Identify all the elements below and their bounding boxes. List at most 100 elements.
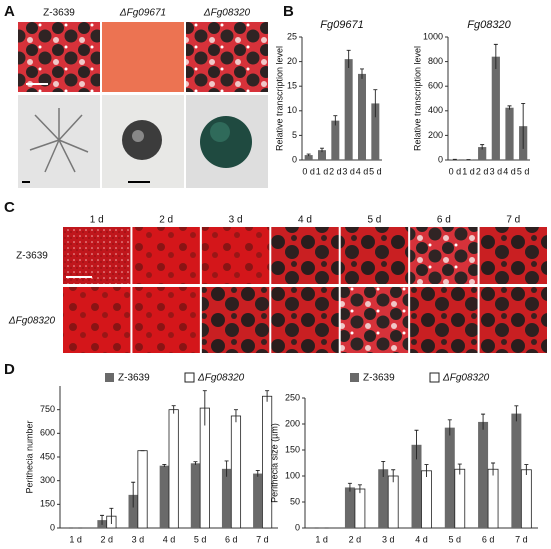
bar — [159, 465, 169, 528]
photo — [132, 227, 200, 284]
x-tick-label: 5 d — [194, 534, 207, 544]
day-label: 5 d — [367, 215, 381, 226]
legend-label: Z-3639 — [118, 373, 150, 384]
photo — [410, 287, 478, 353]
bar — [331, 120, 340, 160]
y-tick-label: 400 — [428, 105, 443, 115]
day-label: 6 d — [437, 215, 451, 226]
legend-label: ΔFg08320 — [197, 373, 245, 384]
day-label: 4 d — [298, 215, 312, 226]
x-tick-label: 2 d — [349, 534, 362, 544]
error-bar — [347, 482, 352, 492]
error-bar — [373, 89, 378, 118]
error-bar — [193, 461, 198, 465]
x-tick-label: 3 d — [342, 166, 355, 176]
bar — [221, 468, 232, 528]
error-bar — [414, 429, 419, 460]
x-tick-label: 1 d — [462, 166, 475, 176]
y-tick-label: 0 — [438, 154, 443, 164]
error-bar — [265, 390, 270, 402]
photo — [271, 227, 339, 284]
chart-title: Fg09671 — [320, 19, 363, 31]
chart-title: Fg08320 — [467, 19, 511, 31]
bar — [478, 147, 487, 160]
legend-swatch — [184, 372, 195, 383]
photo — [410, 227, 478, 284]
y-axis-label: Perithecia size (µm) — [269, 423, 279, 503]
x-tick-label: 7 d — [256, 534, 269, 544]
bar — [487, 468, 499, 529]
y-tick-label: 50 — [290, 496, 300, 506]
error-bar — [514, 405, 519, 422]
error-bar — [507, 105, 512, 110]
strain-label: ΔFg08320 — [203, 8, 251, 19]
photo — [340, 227, 409, 284]
error-bar — [171, 405, 176, 414]
y-tick-label: 450 — [40, 451, 55, 461]
bar — [318, 150, 326, 160]
y-tick-label: 0 — [295, 522, 300, 532]
error-bar — [224, 460, 229, 477]
x-tick-label: 5 d — [517, 166, 530, 176]
panel-label: B — [283, 3, 294, 20]
day-label: 1 d — [90, 215, 104, 226]
bar — [454, 468, 466, 529]
x-tick-label: 2 d — [476, 166, 489, 176]
error-bar — [333, 115, 338, 126]
y-tick-label: 15 — [287, 81, 297, 91]
x-tick-label: 4 d — [503, 166, 516, 176]
bar — [304, 155, 313, 160]
x-tick-label: 5 d — [369, 166, 382, 176]
strain-label: ΔFg08320 — [8, 316, 56, 327]
bar — [199, 407, 210, 529]
x-tick-label: 3 d — [490, 166, 503, 176]
y-tick-label: 600 — [40, 428, 55, 438]
error-bar — [493, 43, 498, 69]
x-tick-label: 4 d — [415, 534, 428, 544]
bar — [511, 413, 522, 528]
legend-label: Z-3639 — [363, 373, 395, 384]
bar — [354, 488, 366, 529]
bar — [411, 444, 422, 528]
bar — [344, 59, 353, 160]
bar — [190, 463, 201, 528]
x-tick-label: 4 d — [163, 534, 176, 544]
error-bar — [357, 484, 362, 494]
bar — [378, 469, 389, 528]
x-tick-label: 2 d — [100, 534, 113, 544]
y-tick-label: 750 — [40, 404, 55, 414]
day-label: 7 d — [506, 215, 520, 226]
error-bar — [391, 469, 396, 483]
photo — [340, 287, 409, 353]
error-bar — [202, 390, 207, 426]
x-tick-label: 3 d — [382, 534, 395, 544]
error-bar — [424, 464, 429, 478]
error-bar — [346, 49, 351, 68]
x-tick-label: 3 d — [132, 534, 145, 544]
y-tick-label: 5 — [292, 130, 297, 140]
x-tick-label: 1 d — [316, 166, 329, 176]
y-tick-label: 0 — [292, 154, 297, 164]
photo — [201, 287, 270, 353]
bar — [253, 473, 263, 528]
error-bar — [524, 464, 529, 475]
y-tick-label: 800 — [428, 56, 443, 66]
day-label: 2 d — [159, 215, 173, 226]
y-tick-label: 600 — [428, 81, 443, 91]
error-bar — [521, 102, 526, 149]
error-bar — [255, 469, 260, 477]
error-bar — [457, 463, 462, 475]
photo — [132, 287, 200, 353]
bar — [421, 470, 432, 529]
x-tick-label: 7 d — [515, 534, 528, 544]
bar — [387, 475, 399, 529]
y-tick-label: 150 — [285, 444, 300, 454]
bar — [168, 409, 179, 529]
error-bar — [100, 514, 105, 525]
bar — [478, 421, 489, 528]
bar — [137, 450, 148, 529]
x-tick-label: 6 d — [482, 534, 495, 544]
photo-panel-c — [63, 227, 547, 353]
bar — [491, 56, 500, 160]
error-bar — [360, 68, 364, 79]
